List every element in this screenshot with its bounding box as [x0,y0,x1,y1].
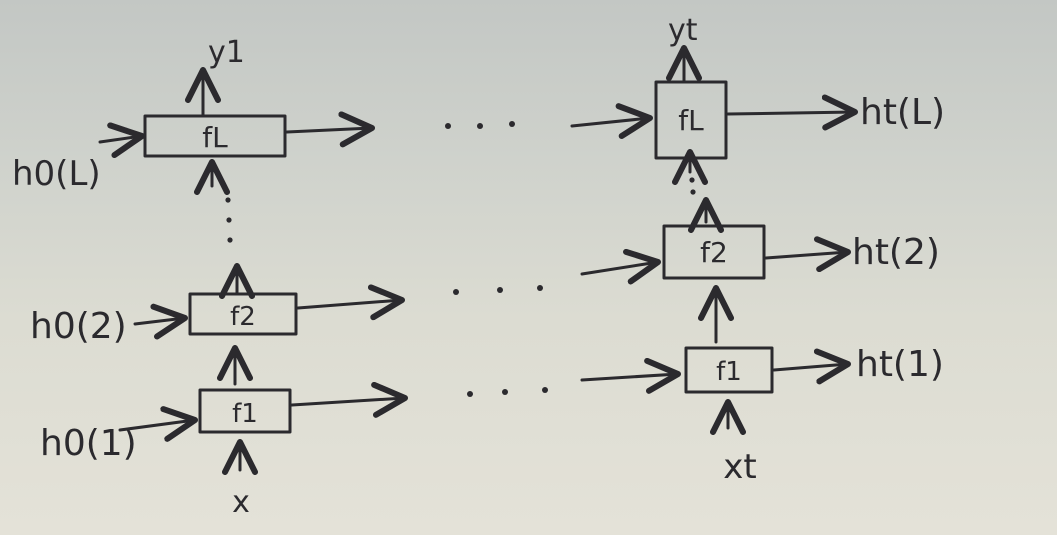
middle-dot-bottom-3 [542,387,548,393]
left-cell-f2-label: f2 [230,302,256,332]
right-bottom-input-arrow [582,374,678,380]
left-cell-f1-label: f1 [232,399,258,429]
left-top-input-label: h0(L) [12,154,101,194]
left-mid-input-arrow [135,318,185,324]
middle-dot-top-1 [445,123,451,129]
right-top-input-arrow [572,118,650,126]
right-mid-output-state: ht(2) [852,232,940,273]
middle-dot-mid-3 [537,285,543,291]
right-vertical-dot-2 [690,189,695,194]
left-vertical-dot-2 [226,217,231,222]
right-output-label: yt [668,13,698,48]
right-cell-f2-label: f2 [700,236,728,269]
right-mid-forward-arrow [766,252,848,258]
left-mid-input-label: h0(2) [30,306,127,347]
right-cell-fL-label: fL [678,104,704,137]
left-input-label: x [232,485,250,520]
right-input-label: xt [723,447,756,487]
right-bottom-forward-arrow [774,364,848,370]
left-top-input-arrow [100,136,142,142]
right-top-forward-arrow [728,112,855,114]
right-cell-f1-label: f1 [716,357,742,387]
left-mid-forward-arrow [298,300,402,308]
middle-dot-top-3 [509,121,515,127]
right-mid-input-arrow [582,262,658,274]
left-vertical-dot-3 [227,237,232,242]
middle-dot-bottom-2 [502,389,508,395]
middle-dot-bottom-1 [467,391,473,397]
right-vertical-dot-1 [689,177,694,182]
left-bottom-forward-arrow [292,398,405,405]
middle-dot-top-2 [477,123,483,129]
left-vertical-dot-1 [225,197,230,202]
middle-dot-mid-2 [497,287,503,293]
left-output-label: y1 [208,35,245,70]
middle-dot-mid-1 [453,289,459,295]
left-top-forward-arrow [287,128,372,132]
right-top-output-state: ht(L) [860,92,945,133]
right-bottom-output-state: ht(1) [856,344,944,385]
left-cell-fL-label: fL [202,121,228,154]
